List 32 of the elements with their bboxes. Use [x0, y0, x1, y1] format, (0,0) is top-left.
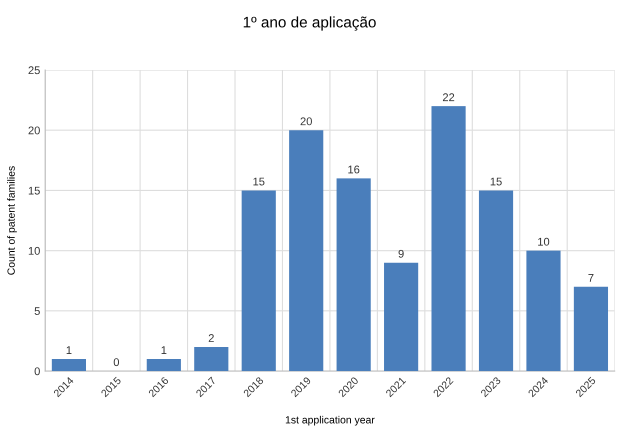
y-tick-label: 5	[34, 307, 40, 315]
bar	[478, 190, 514, 372]
data-label: 2	[208, 334, 214, 342]
bar	[242, 190, 276, 372]
y-tick-label: 20	[28, 126, 40, 134]
data-label: 7	[588, 274, 594, 282]
y-tick-label: 25	[28, 66, 40, 74]
x-axis-title: 1st application year	[286, 416, 375, 426]
data-label: 10	[538, 238, 550, 246]
data-label: 16	[348, 166, 360, 174]
data-label: 1	[162, 346, 166, 354]
bar	[336, 178, 371, 372]
bar	[384, 262, 418, 372]
bar	[289, 130, 324, 372]
data-label: 1	[66, 346, 72, 354]
bar	[574, 286, 608, 372]
data-label: 15	[490, 178, 502, 186]
data-label: 20	[300, 117, 312, 126]
y-tick-label: 15	[28, 186, 40, 195]
bar	[526, 250, 561, 372]
chart-title: 1º ano de aplicação	[244, 16, 376, 31]
bar	[146, 359, 181, 372]
y-tick-label: 10	[28, 246, 40, 255]
data-label: 22	[442, 93, 454, 102]
data-label: 0	[114, 358, 120, 366]
bar	[431, 106, 466, 372]
y-tick-label: 0	[34, 367, 40, 376]
bar	[52, 359, 86, 372]
y-axis-title: Count of patent families	[7, 166, 17, 275]
data-label: 9	[398, 250, 404, 258]
data-label: 15	[253, 178, 264, 186]
bar	[194, 346, 228, 372]
